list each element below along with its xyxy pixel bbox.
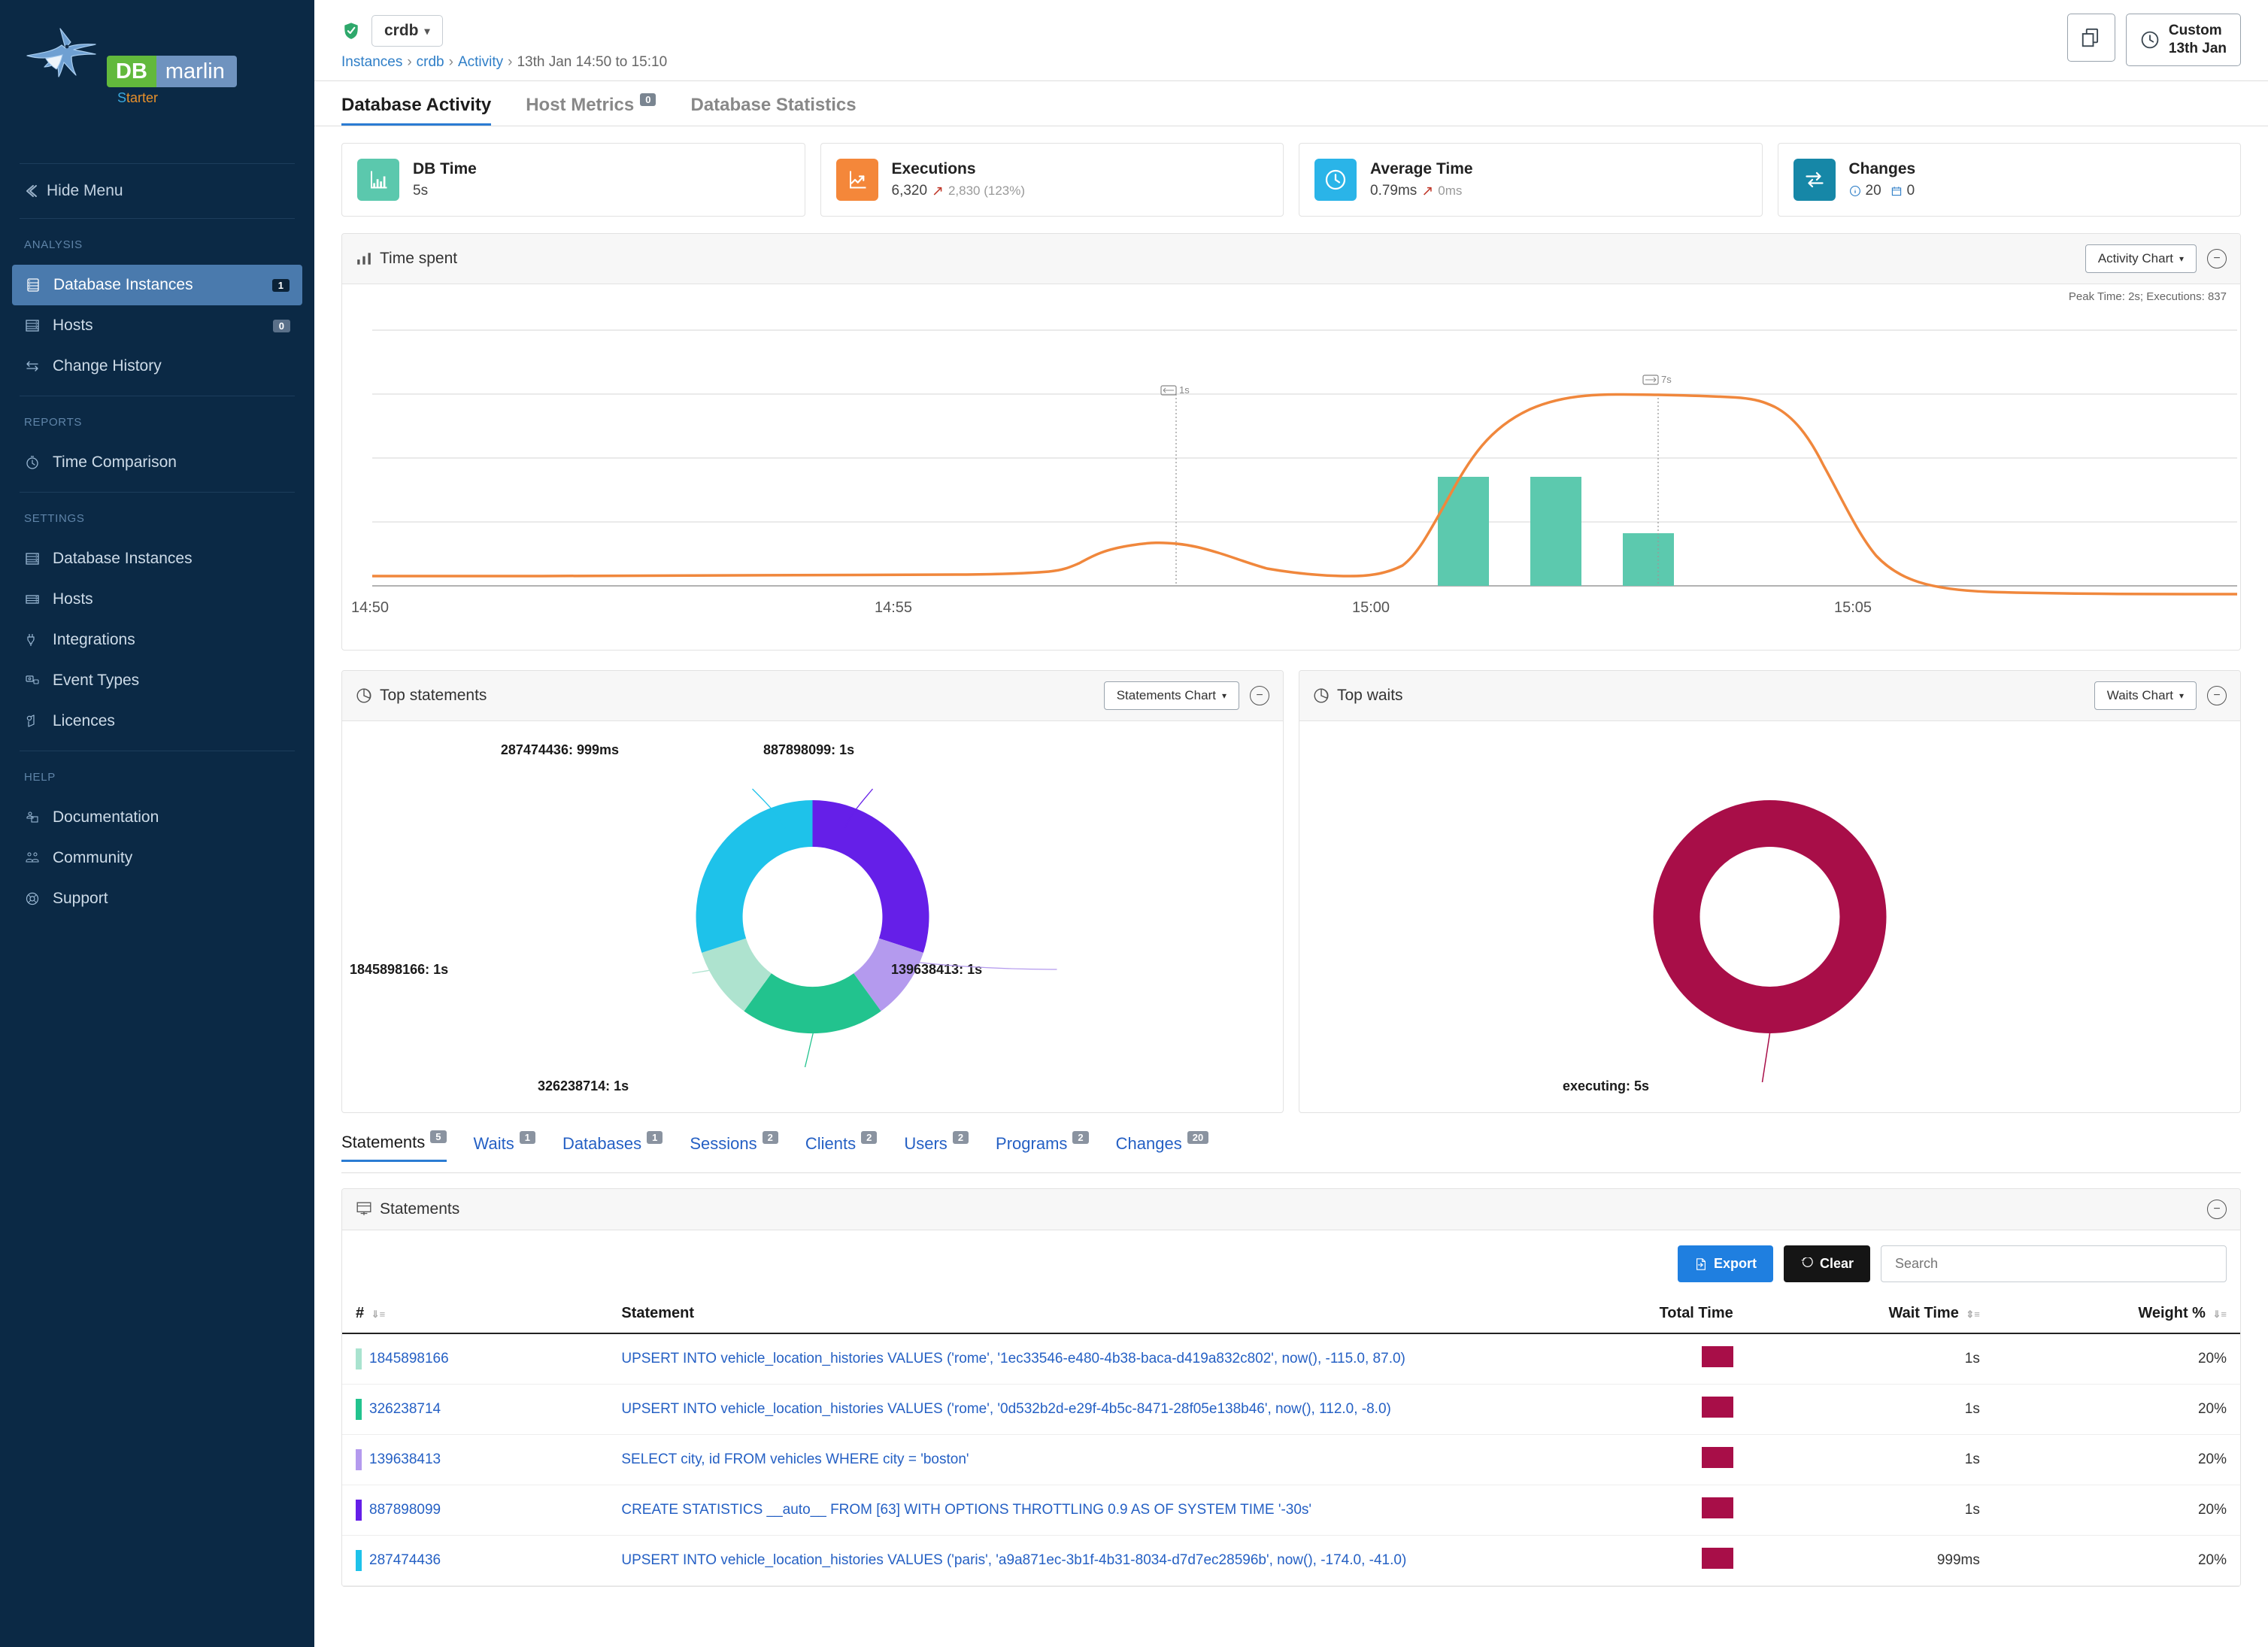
svg-text:15:00: 15:00 [1352, 599, 1390, 616]
svg-text:15:05: 15:05 [1834, 599, 1872, 616]
svg-text:14:50: 14:50 [351, 599, 389, 616]
svg-text:14:55: 14:55 [875, 599, 912, 616]
svg-text:7s: 7s [1661, 374, 1672, 385]
svg-text:1s: 1s [1179, 384, 1190, 396]
